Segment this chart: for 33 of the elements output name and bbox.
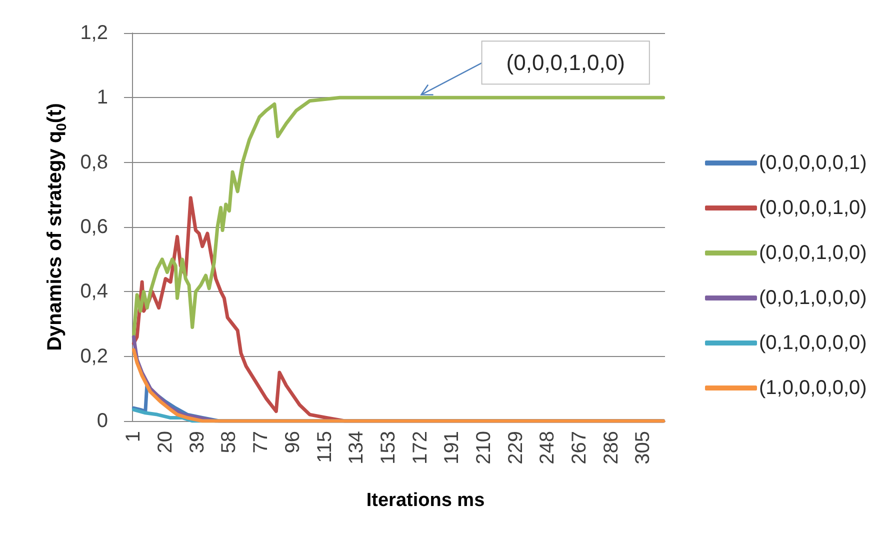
x-tick-label: 248 bbox=[536, 431, 559, 464]
x-tick-label: 39 bbox=[186, 431, 208, 454]
annotation: (0,0,0,1,0,0) bbox=[506, 50, 625, 76]
legend-label: (1,0,0,0,0,0) bbox=[759, 377, 867, 399]
y-axis-title: Dynamics of strategy q0(t) bbox=[44, 103, 69, 351]
legend-label: (0,0,0,0,0,1) bbox=[759, 152, 867, 174]
x-tick-label: 153 bbox=[377, 431, 400, 464]
x-tick-label: 267 bbox=[568, 431, 591, 464]
x-tick-label: 134 bbox=[346, 431, 368, 464]
x-tick-label: 229 bbox=[504, 431, 527, 464]
x-tick-label: 1 bbox=[122, 431, 145, 442]
legend-label: (0,0,1,0,0,0) bbox=[759, 287, 867, 309]
x-tick-label: 286 bbox=[600, 431, 622, 464]
x-tick-label: 77 bbox=[250, 431, 272, 454]
x-axis-title: Iterations ms bbox=[366, 490, 485, 511]
legend-label: (0,0,0,1,0,0) bbox=[759, 242, 867, 264]
x-tick-label: 20 bbox=[154, 431, 177, 454]
legend-label: (0,1,0,0,0,0) bbox=[759, 332, 867, 354]
x-tick-label: 210 bbox=[472, 431, 495, 464]
x-tick-label: 172 bbox=[409, 431, 432, 464]
legend-label: (0,0,0,0,1,0) bbox=[759, 197, 867, 219]
x-tick-label: 96 bbox=[282, 431, 304, 454]
y-tick-label: 1,2 bbox=[80, 22, 108, 44]
y-tick-label: 0 bbox=[96, 410, 108, 432]
y-tick-label: 1 bbox=[96, 86, 108, 109]
x-tick-label: 58 bbox=[218, 431, 240, 454]
y-tick-label: 0,8 bbox=[80, 151, 108, 174]
y-tick-label: 0,2 bbox=[80, 345, 108, 368]
x-tick-label: 115 bbox=[314, 431, 336, 463]
y-tick-label: 0,6 bbox=[80, 216, 108, 238]
y-tick-label: 0,4 bbox=[80, 280, 108, 303]
x-tick-label: 191 bbox=[441, 431, 464, 464]
x-tick-label: 305 bbox=[632, 431, 654, 464]
